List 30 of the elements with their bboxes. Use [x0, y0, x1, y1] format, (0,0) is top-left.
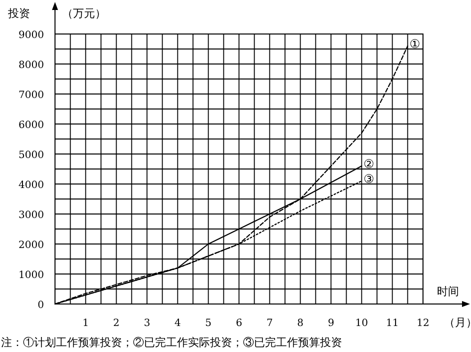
- y-tick-label: 4000: [18, 180, 44, 191]
- y-tick-label: 8000: [18, 60, 44, 71]
- y-tick-label: 2000: [18, 240, 44, 251]
- x-tick-label: 3: [144, 318, 150, 329]
- text: 注：①计划工作预算投资；②已完工作实际投资；③已完工作预算投资: [1, 336, 342, 349]
- x-tick-label: 4: [174, 318, 181, 329]
- x-tick-label: 10: [355, 318, 368, 329]
- y-tick-label: 5000: [18, 150, 44, 161]
- y-tick-label: 1000: [18, 270, 44, 281]
- x-tick-label: 7: [266, 318, 273, 329]
- y-axis-title: 投资: [7, 7, 30, 20]
- x-tick-label: 9: [328, 318, 334, 329]
- y-tick-label: 0: [38, 300, 44, 311]
- text: （月）: [444, 316, 471, 329]
- x-tick-label: 12: [416, 318, 430, 329]
- y-tick-label: 6000: [18, 120, 44, 131]
- x-tick-label: 5: [205, 318, 212, 329]
- series-label: ②: [364, 157, 375, 171]
- y-tick-label: 7000: [18, 90, 44, 101]
- x-tick-label: 8: [297, 318, 304, 329]
- y-tick-label: 9000: [18, 30, 44, 41]
- x-tick-label: 1: [82, 318, 89, 329]
- series-label: ①: [410, 37, 421, 51]
- series-label: ③: [364, 172, 375, 186]
- x-tick-label: 11: [386, 318, 399, 329]
- x-tick-label: 2: [113, 318, 120, 329]
- text: （万元）: [62, 7, 106, 20]
- x-tick-label: 6: [236, 318, 242, 329]
- y-tick-label: 3000: [18, 210, 44, 221]
- x-axis-title: 时间: [437, 285, 459, 298]
